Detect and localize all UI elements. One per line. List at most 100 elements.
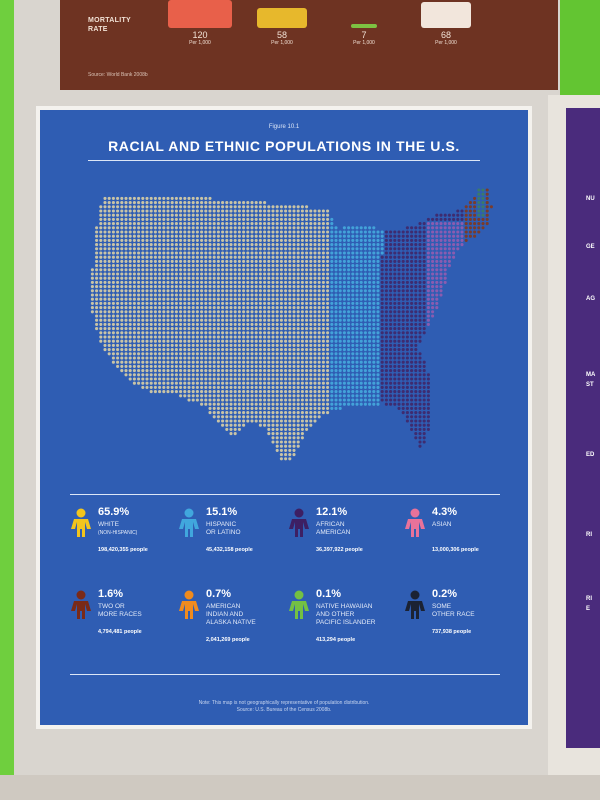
map-dot bbox=[405, 415, 409, 419]
map-dot bbox=[426, 419, 430, 423]
map-dot bbox=[187, 322, 191, 326]
map-dot bbox=[99, 234, 103, 238]
map-dot bbox=[292, 432, 296, 436]
map-dot bbox=[422, 327, 426, 331]
map-dot bbox=[338, 394, 342, 398]
map-dot bbox=[439, 264, 443, 268]
map-dot bbox=[221, 394, 225, 398]
map-dot bbox=[342, 377, 346, 381]
map-dot bbox=[384, 402, 388, 406]
map-dot bbox=[120, 293, 124, 297]
map-dot bbox=[363, 318, 367, 322]
map-dot bbox=[195, 280, 199, 284]
map-dot bbox=[99, 230, 103, 234]
map-dot bbox=[170, 247, 174, 251]
map-dot bbox=[254, 297, 258, 301]
map-dot bbox=[107, 297, 111, 301]
map-dot bbox=[162, 306, 166, 310]
map-dot bbox=[258, 264, 262, 268]
map-dot bbox=[376, 356, 380, 360]
map-dot bbox=[191, 217, 195, 221]
map-dot bbox=[389, 243, 393, 247]
map-dot bbox=[414, 419, 418, 423]
map-dot bbox=[288, 222, 292, 226]
map-dot bbox=[347, 247, 351, 251]
map-dot bbox=[330, 243, 334, 247]
map-dot bbox=[111, 264, 115, 268]
map-dot bbox=[405, 419, 409, 423]
map-dot bbox=[397, 280, 401, 284]
map-dot bbox=[418, 226, 422, 230]
map-dot bbox=[107, 343, 111, 347]
map-dot bbox=[221, 310, 225, 314]
map-dot bbox=[116, 318, 120, 322]
map-dot bbox=[195, 201, 199, 205]
map-dot bbox=[263, 238, 267, 242]
map-dot bbox=[233, 301, 237, 305]
map-dot bbox=[330, 297, 334, 301]
map-dot bbox=[372, 280, 376, 284]
map-dot bbox=[111, 352, 115, 356]
map-dot bbox=[481, 222, 485, 226]
map-dot bbox=[418, 251, 422, 255]
map-dot bbox=[158, 293, 162, 297]
map-dot bbox=[414, 268, 418, 272]
map-dot bbox=[250, 331, 254, 335]
map-dot bbox=[393, 285, 397, 289]
map-dot bbox=[334, 398, 338, 402]
map-dot bbox=[405, 268, 409, 272]
map-dot bbox=[288, 310, 292, 314]
map-dot bbox=[233, 293, 237, 297]
map-dot bbox=[120, 272, 124, 276]
map-dot bbox=[137, 238, 141, 242]
map-dot bbox=[191, 394, 195, 398]
map-dot bbox=[410, 381, 414, 385]
map-dot bbox=[204, 343, 208, 347]
map-dot bbox=[405, 381, 409, 385]
map-dot bbox=[120, 360, 124, 364]
map-dot bbox=[338, 251, 342, 255]
map-dot bbox=[426, 427, 430, 431]
map-dot bbox=[200, 285, 204, 289]
map-dot bbox=[212, 339, 216, 343]
map-dot bbox=[208, 356, 212, 360]
map-dot bbox=[221, 385, 225, 389]
map-dot bbox=[405, 259, 409, 263]
map-dot bbox=[292, 222, 296, 226]
map-dot bbox=[334, 247, 338, 251]
map-dot bbox=[418, 268, 422, 272]
mortality-dot-block bbox=[168, 0, 232, 28]
map-dot bbox=[246, 339, 250, 343]
map-dot bbox=[116, 205, 120, 209]
map-dot bbox=[426, 394, 430, 398]
map-dot bbox=[254, 222, 258, 226]
map-dot bbox=[397, 406, 401, 410]
map-dot bbox=[216, 339, 220, 343]
map-dot bbox=[431, 217, 435, 221]
map-dot bbox=[397, 255, 401, 259]
map-dot bbox=[271, 264, 275, 268]
map-dot bbox=[481, 205, 485, 209]
map-dot bbox=[200, 310, 204, 314]
map-dot bbox=[149, 259, 153, 263]
map-dot bbox=[263, 411, 267, 415]
map-dot bbox=[338, 230, 342, 234]
map-dot bbox=[250, 406, 254, 410]
map-dot bbox=[384, 230, 388, 234]
map-dot bbox=[401, 285, 405, 289]
map-dot bbox=[242, 259, 246, 263]
map-dot bbox=[237, 364, 241, 368]
map-dot bbox=[313, 356, 317, 360]
map-dot bbox=[187, 335, 191, 339]
map-dot bbox=[477, 201, 481, 205]
map-dot bbox=[162, 285, 166, 289]
map-dot bbox=[200, 259, 204, 263]
map-dot bbox=[233, 251, 237, 255]
map-dot bbox=[111, 226, 115, 230]
map-dot bbox=[229, 314, 233, 318]
map-dot bbox=[124, 297, 128, 301]
map-dot bbox=[120, 327, 124, 331]
map-dot bbox=[111, 196, 115, 200]
map-dot bbox=[305, 209, 309, 213]
map-dot bbox=[317, 213, 321, 217]
